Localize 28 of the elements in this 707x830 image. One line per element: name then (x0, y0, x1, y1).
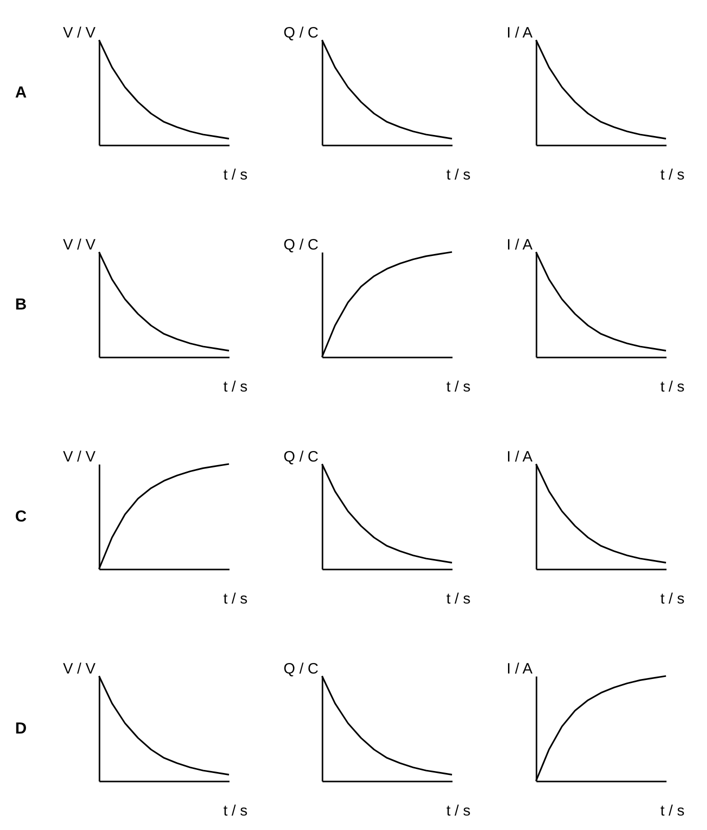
x-axis-title: t / s (223, 802, 248, 820)
y-axis-title: Q / C (283, 660, 319, 678)
y-axis-title: I / A (506, 236, 532, 254)
x-axis-title: t / s (660, 166, 684, 184)
y-axis-title: V / V (62, 660, 96, 678)
text: A (15, 84, 28, 102)
x-axis-title: t / s (223, 378, 248, 396)
y-axis-title: I / A (506, 24, 532, 42)
x-axis-title: t / s (660, 378, 684, 396)
y-axis-title: V / V (62, 24, 96, 42)
y-axis-title: I / A (506, 660, 532, 678)
x-axis-title: t / s (223, 590, 248, 608)
x-axis-title: t / s (660, 802, 684, 820)
y-axis-title: Q / C (283, 24, 319, 42)
x-axis-title: t / s (446, 378, 470, 396)
y-axis-title: Q / C (283, 448, 319, 466)
text: C (15, 508, 28, 526)
x-axis-title: t / s (223, 166, 248, 184)
x-axis-title: t / s (660, 590, 684, 608)
y-axis-title: V / V (62, 448, 96, 466)
x-axis-title: t / s (446, 166, 470, 184)
text: D (15, 720, 27, 738)
x-axis-title: t / s (446, 802, 470, 820)
text: B (15, 296, 27, 314)
y-axis-title: Q / C (283, 236, 319, 254)
y-axis-title: I / A (506, 448, 532, 466)
x-axis-title: t / s (446, 590, 470, 608)
y-axis-title: V / V (62, 236, 96, 254)
